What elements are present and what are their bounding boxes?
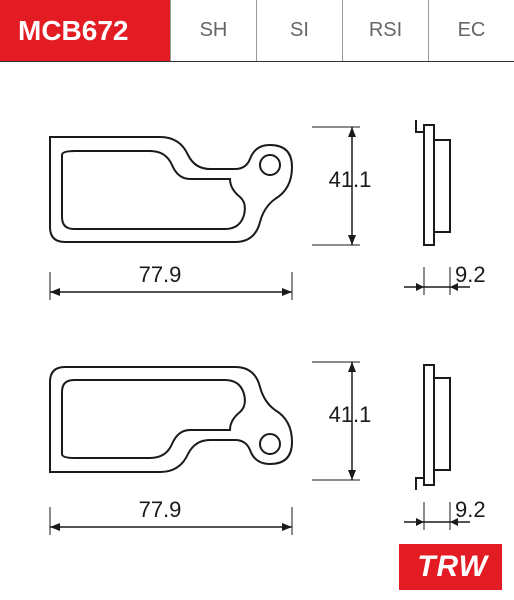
pad-face-bottom — [30, 342, 300, 502]
dim-thick-bottom-label: 9.2 — [455, 497, 505, 523]
dim-width-bottom-label: 77.9 — [120, 497, 200, 523]
tab-si: SI — [256, 0, 342, 61]
variant-tabs: SH SI RSI EC — [170, 0, 514, 61]
brake-pad-top — [30, 107, 300, 267]
tab-rsi: RSI — [342, 0, 428, 61]
brake-pad-top-side — [410, 120, 470, 255]
brake-pad-bottom — [30, 342, 300, 502]
dim-thick-top-label: 9.2 — [455, 262, 505, 288]
pad-face-top — [30, 107, 300, 267]
dim-height-bottom-label: 41.1 — [320, 402, 380, 428]
dim-width-top-label: 77.9 — [120, 262, 200, 288]
pad-side-bottom — [410, 355, 470, 490]
brake-pad-bottom-side — [410, 355, 470, 490]
tab-ec: EC — [428, 0, 514, 61]
header-bar: MCB672 SH SI RSI EC — [0, 0, 514, 62]
brand-logo: TRW — [399, 544, 502, 590]
dim-height-top-label: 41.1 — [320, 167, 380, 193]
technical-drawing: 41.1 77.9 9.2 — [0, 62, 514, 600]
tab-sh: SH — [170, 0, 256, 61]
pad-side-top — [410, 120, 470, 255]
part-number: MCB672 — [0, 0, 170, 61]
